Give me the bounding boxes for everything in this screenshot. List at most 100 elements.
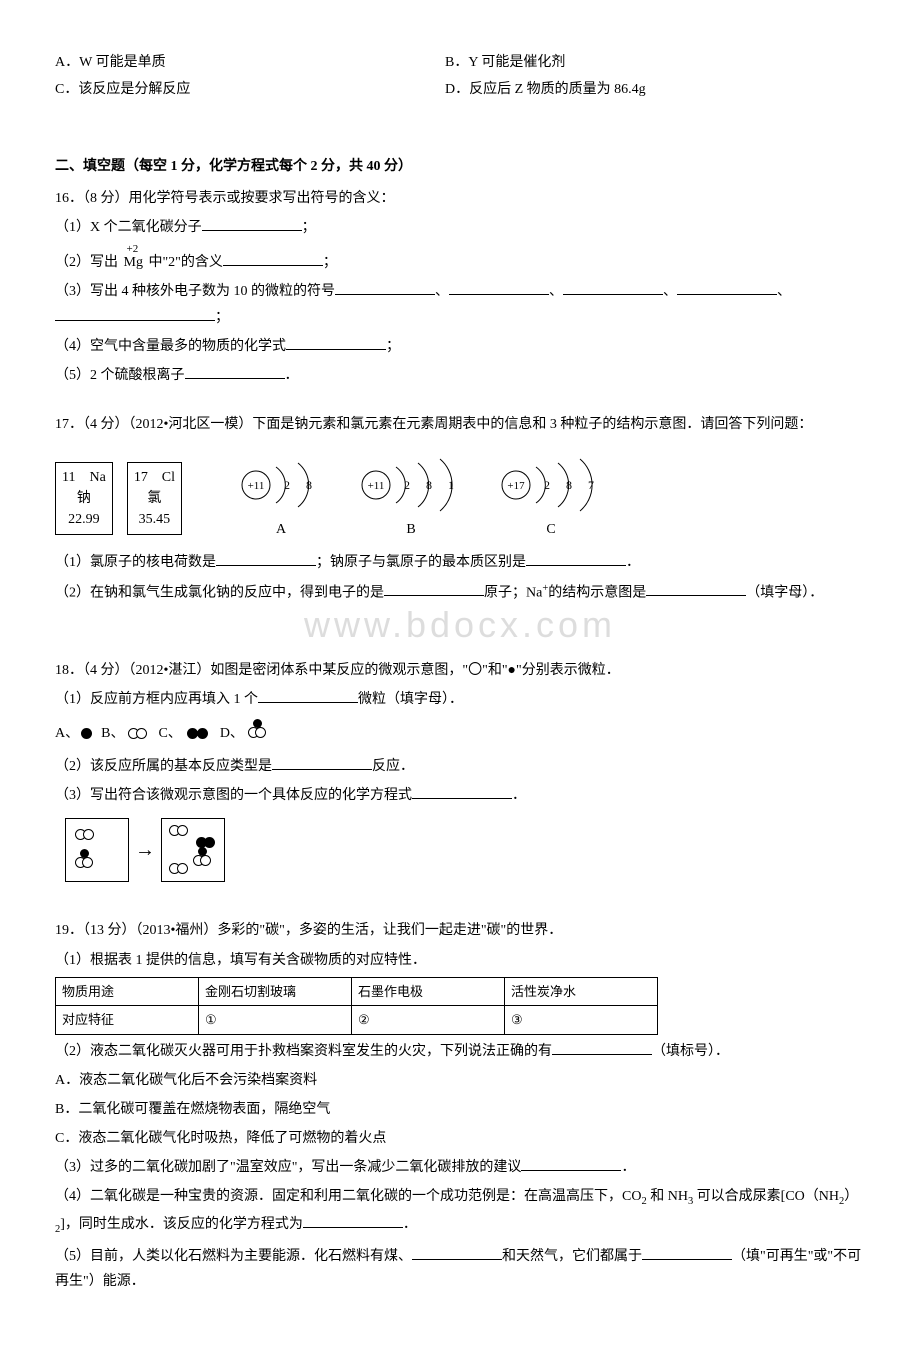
q16-p3-a: （3）写出 4 种核外电子数为 10 的微粒的符号 <box>55 284 335 299</box>
q16-p3-end: ； <box>215 310 229 325</box>
q19-p5-b: 和天然气，它们都属于 <box>502 1249 642 1264</box>
svg-text:7: 7 <box>588 478 594 492</box>
atom-diagrams: +11 2 8 A +11 2 8 1 B <box>236 455 606 542</box>
q17-p2: （2）在钠和氯气生成氯化钠的反应中，得到电子的是原子；Na+的结构示意图是（填字… <box>55 580 865 606</box>
section2-title: 二、填空题（每空 1 分，化学方程式每个 2 分，共 40 分） <box>55 154 865 179</box>
atom-b: +11 2 8 1 B <box>356 455 466 542</box>
cell: 金刚石切割玻璃 <box>199 977 352 1005</box>
q16-p3: （3）写出 4 种核外电子数为 10 的微粒的符号、、、、 ； <box>55 279 865 329</box>
cell: 对应特征 <box>56 1006 199 1034</box>
q17-p1-a: （1）氯原子的核电荷数是 <box>55 555 216 570</box>
q19-stem: 19．（13 分）（2013•福州）多彩的"碳"，多姿的生活，让我们一起走进"碳… <box>55 918 865 943</box>
q16-p1-end: ； <box>302 220 316 235</box>
q19-opt-a: A．液态二氧化碳气化后不会污染档案资料 <box>55 1068 865 1093</box>
svg-text:8: 8 <box>566 478 572 492</box>
cl-box: 17 Cl 氯 35.45 <box>127 462 182 535</box>
opt-d-icon <box>247 725 265 741</box>
atom-c-label: C <box>496 517 606 542</box>
sep3: 、 <box>663 284 677 299</box>
sep4: 、 <box>777 284 791 299</box>
q19-p4: （4）二氧化碳是一种宝贵的资源．固定和利用二氧化碳的一个成功范例是：在高温高压下… <box>55 1184 865 1239</box>
cell: 活性炭净水 <box>505 977 658 1005</box>
q19-p2-b: （填标号）． <box>652 1044 729 1059</box>
blank <box>412 1245 502 1260</box>
blank <box>335 280 435 295</box>
q17-diagram-row: 11 Na 钠 22.99 17 Cl 氯 35.45 +11 2 8 A +1… <box>55 455 865 542</box>
q19-table: 物质用途 金刚石切割玻璃 石墨作电极 活性炭净水 对应特征 ① ② ③ <box>55 977 658 1035</box>
blank <box>216 551 316 566</box>
q15-opt-b: B．Y 可能是催化剂 <box>445 50 865 75</box>
svg-text:8: 8 <box>306 478 312 492</box>
cell: ② <box>352 1006 505 1034</box>
q18-p3-b: ． <box>512 788 526 803</box>
q16-stem: 16．（8 分）用化学符号表示或按要求写出符号的含义： <box>55 186 865 211</box>
atom-c: +17 2 8 7 C <box>496 455 606 542</box>
q19-opt-c: C．液态二氧化碳气化时吸热，降低了可燃物的着火点 <box>55 1126 865 1151</box>
blank <box>223 251 323 266</box>
q15-options-row1: A．W 可能是单质 B．Y 可能是催化剂 <box>55 50 865 75</box>
blank <box>526 551 626 566</box>
q18-p3-a: （3）写出符合该微观示意图的一个具体反应的化学方程式 <box>55 788 412 803</box>
na-box: 11 Na 钠 22.99 <box>55 462 113 535</box>
q18-stem: 18．（4 分）（2012•湛江）如图是密闭体系中某反应的微观示意图，"〇"和"… <box>55 658 865 683</box>
q17-stem: 17．（4 分）（2012•河北区一模）下面是钠元素和氯元素在元素周期表中的信息… <box>55 412 865 437</box>
q17-p1-b: ；钠原子与氯原子的最本质区别是 <box>316 555 526 570</box>
q19-opt-b: B．二氧化碳可覆盖在燃烧物表面，隔绝空气 <box>55 1097 865 1122</box>
atom-c-svg: +17 2 8 7 <box>496 455 606 515</box>
q16-p2: （2）写出 +2 Mg 中"2"的含义； <box>55 250 865 275</box>
q16-p4-b: ； <box>386 339 400 354</box>
q19-p4-b: 和 NH <box>647 1189 688 1204</box>
q18-options: A、 B、 C、 D、 <box>55 721 865 746</box>
react-after-box <box>161 818 225 882</box>
q18-p2: （2）该反应所属的基本反应类型是 反应． <box>55 754 865 779</box>
atom-a-label: A <box>236 517 326 542</box>
q18-p2-a: （2）该反应所属的基本反应类型是 <box>55 759 272 774</box>
atom-b-svg: +11 2 8 1 <box>356 455 466 515</box>
atom-a-svg: +11 2 8 <box>236 455 326 515</box>
cell: ③ <box>505 1006 658 1034</box>
q17-p2-d: （填字母）． <box>746 585 823 600</box>
q16-p2-b: 中"2"的含义 <box>148 255 222 270</box>
blank <box>272 755 372 770</box>
cell: ① <box>199 1006 352 1034</box>
q19-p5: （5）目前，人类以化石燃料为主要能源．化石燃料有煤、和天然气，它们都属于（填"可… <box>55 1244 865 1294</box>
cl-l2: 氯 <box>134 488 175 509</box>
blank <box>258 688 358 703</box>
q16-p2-c: ； <box>323 255 337 270</box>
svg-text:+11: +11 <box>248 480 265 492</box>
blank <box>563 280 663 295</box>
q15-options-row2: C．该反应是分解反应 D．反应后 Z 物质的质量为 86.4g <box>55 77 865 102</box>
q16-p1-text: （1）X 个二氧化碳分子 <box>55 220 202 235</box>
q16-p5: （5）2 个硫酸根离子 ． <box>55 363 865 388</box>
blank <box>303 1213 403 1228</box>
q18-p2-b: 反应． <box>372 759 414 774</box>
q16-p5-a: （5）2 个硫酸根离子 <box>55 368 185 383</box>
cell: 石墨作电极 <box>352 977 505 1005</box>
svg-text:2: 2 <box>404 478 410 492</box>
q16-p5-b: ． <box>285 368 299 383</box>
q16-p2-a: （2）写出 <box>55 255 118 270</box>
q17-p2-c: 的结构示意图是 <box>548 585 646 600</box>
q19-p3-a: （3）过多的二氧化碳加剧了"温室效应"，写出一条减少二氧化碳排放的建议 <box>55 1160 521 1175</box>
na-l2: 钠 <box>62 488 106 509</box>
sep1: 、 <box>435 284 449 299</box>
blank <box>202 216 302 231</box>
arrow-icon: → <box>135 832 155 868</box>
mg-charge: +2 <box>127 240 139 260</box>
blank <box>185 364 285 379</box>
q15-opt-d: D．反应后 Z 物质的质量为 86.4g <box>445 77 865 102</box>
q15-opt-a: A．W 可能是单质 <box>55 50 445 75</box>
q16-p4-a: （4）空气中含量最多的物质的化学式 <box>55 339 286 354</box>
q18-p1-b: 微粒（填字母）． <box>358 692 463 707</box>
table-row: 物质用途 金刚石切割玻璃 石墨作电极 活性炭净水 <box>56 977 658 1005</box>
q19-p4-c: 可以合成尿素[CO（NH <box>693 1189 839 1204</box>
q18-reaction-diagram: → <box>65 818 865 882</box>
cell: 物质用途 <box>56 977 199 1005</box>
q19-p2-a: （2）液态二氧化碳灭火器可用于扑救档案资料室发生的火灾，下列说法正确的有 <box>55 1044 552 1059</box>
opt-b-icon <box>127 721 148 746</box>
blank <box>552 1040 652 1055</box>
table-row: 对应特征 ① ② ③ <box>56 1006 658 1034</box>
svg-text:2: 2 <box>544 478 550 492</box>
blank <box>521 1156 621 1171</box>
q16-p1: （1）X 个二氧化碳分子 ； <box>55 215 865 240</box>
